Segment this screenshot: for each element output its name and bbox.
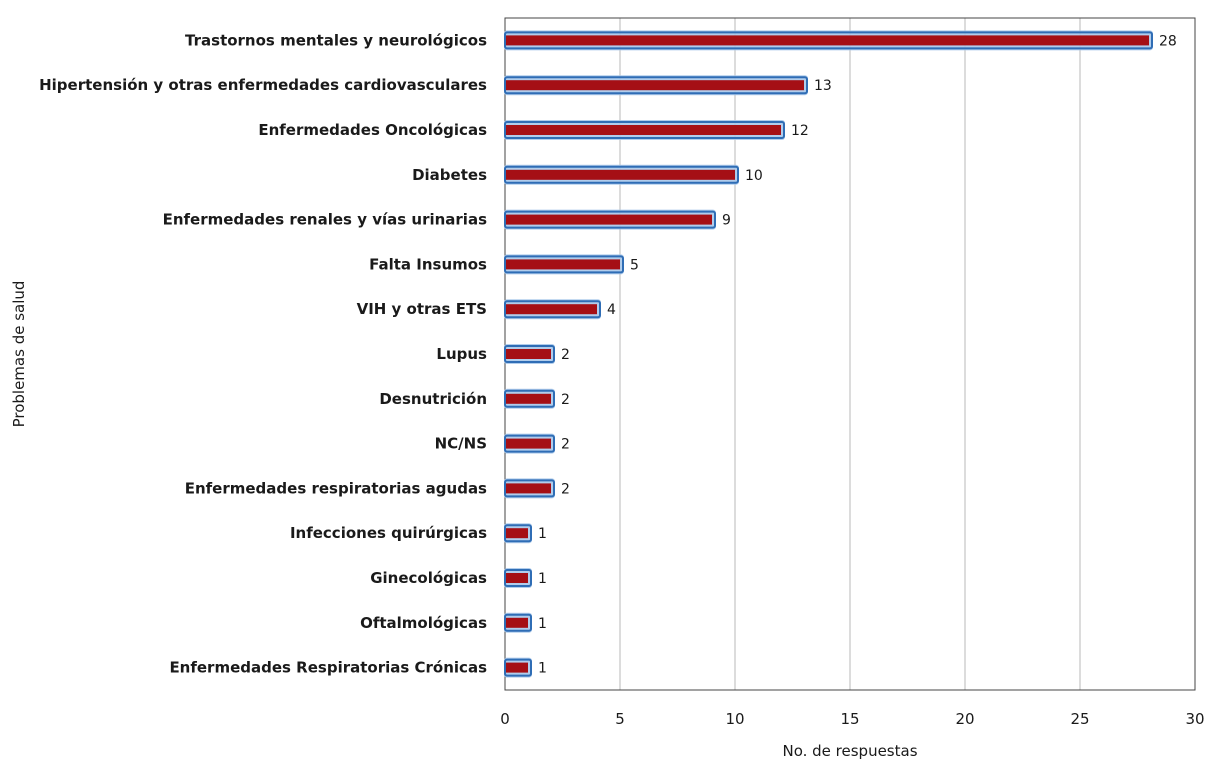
bar [506, 304, 597, 315]
bars [504, 30, 1153, 678]
category-label: Falta Insumos [369, 255, 487, 273]
bar-outline [504, 165, 739, 184]
x-tick-label: 5 [615, 710, 625, 728]
value-label: 10 [745, 168, 763, 184]
bar-outline [504, 389, 555, 408]
category-label: NC/NS [435, 435, 487, 453]
bar-outline [504, 300, 601, 319]
bar-outline [504, 569, 532, 587]
x-tick-label: 20 [955, 710, 974, 728]
bar-outline [504, 31, 1153, 50]
x-tick-label: 15 [840, 710, 859, 728]
category-label: Infecciones quirúrgicas [290, 524, 487, 542]
category-label: Enfermedades Respiratorias Crónicas [169, 659, 487, 677]
bar-outline [504, 524, 532, 543]
bar-outline [504, 76, 808, 95]
value-label: 5 [630, 257, 639, 273]
bar [506, 528, 528, 539]
value-label: 9 [722, 213, 731, 229]
bar [506, 617, 528, 628]
bar [506, 125, 781, 135]
category-label: Lupus [436, 345, 487, 363]
bar-outline [504, 345, 555, 363]
category-label: Hipertensión y otras enfermedades cardio… [39, 76, 487, 94]
value-label: 12 [791, 123, 809, 139]
value-label: 13 [814, 78, 832, 94]
x-tick-label: 30 [1185, 710, 1204, 728]
x-tick-label: 25 [1070, 710, 1089, 728]
bar-outline [504, 255, 624, 274]
value-label: 2 [561, 347, 570, 363]
bar [506, 214, 712, 225]
bar [506, 259, 620, 270]
bar [506, 80, 804, 91]
bar [506, 438, 551, 449]
value-label: 2 [561, 437, 570, 453]
value-label: 1 [538, 571, 547, 587]
category-label: Diabetes [412, 166, 487, 184]
bar-outline [504, 210, 716, 229]
category-label: Oftalmológicas [360, 614, 487, 632]
bar [506, 169, 735, 180]
category-label: Trastornos mentales y neurológicos [185, 31, 487, 49]
bar-outline [504, 434, 555, 453]
bar [506, 483, 551, 494]
value-label: 1 [538, 661, 547, 677]
value-label: 4 [607, 302, 616, 318]
value-label: 28 [1159, 33, 1177, 49]
category-label: Enfermedades Oncológicas [258, 121, 487, 139]
value-label: 2 [561, 481, 570, 497]
category-labels: Trastornos mentales y neurológicos Hipert… [39, 31, 487, 676]
category-label: VIH y otras ETS [357, 300, 487, 318]
bar-outline [504, 613, 532, 632]
bar-outline [504, 658, 532, 677]
x-tick-label: 0 [500, 710, 510, 728]
category-label: Enfermedades renales y vías urinarias [163, 211, 487, 229]
grid-lines [619, 18, 1081, 690]
x-tick-label: 10 [725, 710, 744, 728]
value-label: 1 [538, 526, 547, 542]
bar [506, 393, 551, 404]
bar [506, 573, 528, 583]
category-label: Desnutrición [379, 390, 487, 408]
category-label: Enfermedades respiratorias agudas [185, 479, 487, 497]
x-axis-title: No. de respuestas [782, 742, 917, 760]
bar [506, 35, 1149, 46]
y-axis-title: Problemas de salud [10, 281, 28, 428]
value-label: 1 [538, 616, 547, 632]
value-label: 2 [561, 392, 570, 408]
x-tick-labels: 0 5 10 15 20 25 30 [500, 710, 1204, 728]
value-labels: 28 13 12 10 9 5 4 2 2 2 2 1 1 1 1 [538, 33, 1177, 676]
category-label: Ginecológicas [370, 569, 487, 587]
bar-outline [504, 479, 555, 498]
bar [506, 662, 528, 673]
bar [506, 349, 551, 359]
bar-outline [504, 121, 785, 139]
